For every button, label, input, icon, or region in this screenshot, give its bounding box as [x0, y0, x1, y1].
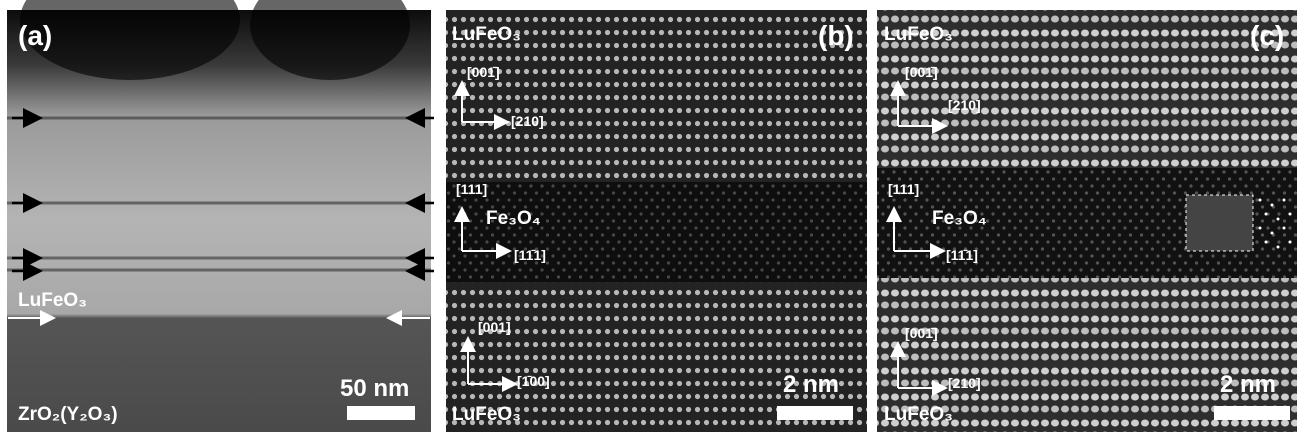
layer-label: Fe₃O₄ [932, 208, 987, 229]
layer-label: LuFeO₃ [452, 404, 521, 425]
scale-bar [777, 406, 853, 420]
axis-label: [210] [948, 375, 981, 391]
inset [1186, 195, 1253, 251]
panel-label: (a) [18, 20, 52, 51]
scale-bar [1214, 406, 1290, 420]
panel-label: (c) [1250, 20, 1284, 51]
axis-label: [1̄00] [517, 373, 550, 389]
scale-label: 2 nm [783, 371, 839, 398]
axis-label: [11̄1] [946, 247, 978, 263]
axis-label: [001̄] [905, 325, 938, 341]
layer-label: LuFeO₃ [452, 24, 521, 45]
page: {"panels": [ {"label": "(a)", "layers": … [0, 0, 1299, 434]
scale-bar [347, 406, 415, 420]
figure: (a) LuFeO₃ ZrO₂(Y₂O₃) 50 nm LuFeO₃ (b) [… [0, 0, 1299, 434]
layer-label: Fe₃O₄ [486, 208, 541, 229]
panel-a: (a) LuFeO₃ ZrO₂(Y₂O₃) 50 nm [7, 0, 434, 432]
axis-label: [210] [511, 113, 544, 129]
layer-label: ZrO₂(Y₂O₃) [18, 404, 118, 425]
axis-label: [001̄] [905, 64, 938, 80]
layer-label: LuFeO₃ [18, 290, 87, 311]
axis-label: [001̄] [467, 64, 500, 80]
axis-label: [111] [456, 181, 487, 197]
axis-label: [210] [948, 97, 981, 113]
panel-label: (b) [818, 20, 854, 51]
scale-label: 50 nm [340, 375, 409, 402]
layer-label: LuFeO₃ [884, 24, 953, 45]
axis-label: [11̄1] [514, 247, 546, 263]
panel-c: LuFeO₃ (c) [001̄] [210] [111] Fe₃O₄ [11̄… [877, 10, 1297, 432]
scale-label: 2 nm [1220, 371, 1276, 398]
axis-label: [111] [888, 181, 919, 197]
layer-label: LuFeO₃ [884, 404, 953, 425]
axis-label: [001] [478, 319, 511, 335]
panel-b: LuFeO₃ (b) [001̄] [210] [111] Fe₃O₄ [11̄… [446, 10, 867, 432]
